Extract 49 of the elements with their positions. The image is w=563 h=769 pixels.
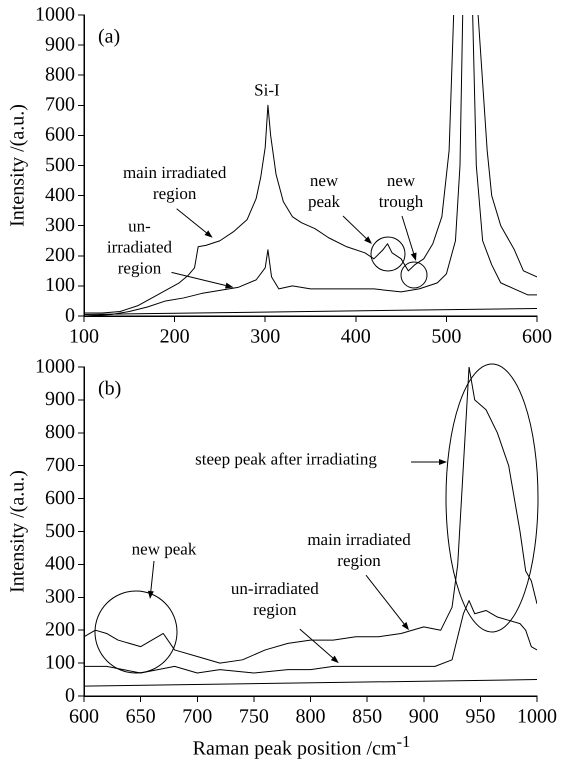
annotation: main irradiated region xyxy=(307,529,411,572)
x-tick-label: 300 xyxy=(250,325,280,348)
y-tick-label: 100 xyxy=(45,274,75,296)
x-tick-label: 800 xyxy=(296,705,326,728)
y-tick-label: 600 xyxy=(45,124,75,146)
x-tick-label: 600 xyxy=(522,325,552,348)
x-tick-label: 650 xyxy=(126,705,156,728)
x-tick-label: 700 xyxy=(182,705,212,728)
y-tick-label: 1000 xyxy=(35,3,75,26)
y-tick-label: 200 xyxy=(45,244,75,266)
y-tick-label: 0 xyxy=(65,304,75,326)
text: (a) xyxy=(98,25,120,48)
y-tick-label: 800 xyxy=(45,63,75,86)
text: (b) xyxy=(98,377,122,400)
annotation: new trough xyxy=(378,170,424,212)
y-tick-label: 1000 xyxy=(35,355,75,378)
y-tick-label: 700 xyxy=(45,454,75,476)
y-tick-label: 100 xyxy=(45,651,75,674)
x-tick-label: 500 xyxy=(431,325,462,348)
x-tick-label: 750 xyxy=(238,705,269,728)
x-tick-label: 950 xyxy=(465,705,496,728)
y-tick-label: 0 xyxy=(65,684,75,706)
annotation: Si-I xyxy=(254,80,280,101)
x-axis-title: Raman peak position /cm$^{-1}$ xyxy=(192,732,412,761)
y-tick-label: 700 xyxy=(45,94,75,116)
y-tick-label: 400 xyxy=(45,184,75,206)
annotation: new peak xyxy=(308,170,340,212)
y-tick-label: 300 xyxy=(45,214,75,236)
x-tick-label: 1000 xyxy=(517,705,557,728)
y-axis-title: Intensity /(a.u.) xyxy=(6,104,28,227)
y-axis-title: Intensity /(a.u.) xyxy=(6,470,28,593)
x-tick-label: 200 xyxy=(160,325,190,348)
annotation: un- irradiated region xyxy=(106,216,172,279)
y-tick-label: 500 xyxy=(45,154,75,176)
y-tick-label: 900 xyxy=(45,388,75,410)
y-tick-label: 600 xyxy=(45,486,75,509)
annotation: new peak xyxy=(132,538,196,560)
y-tick-label: 800 xyxy=(45,421,75,444)
annotation: steep peak after irradiating xyxy=(195,448,377,470)
x-tick-label: 900 xyxy=(408,705,439,728)
y-tick-label: 400 xyxy=(45,552,75,575)
annotation: un-irradiated region xyxy=(230,578,319,620)
y-tick-label: 200 xyxy=(45,618,75,640)
x-tick-label: 850 xyxy=(352,705,382,728)
y-tick-label: 900 xyxy=(45,33,75,56)
x-tick-label: 400 xyxy=(340,325,371,348)
y-tick-label: 300 xyxy=(45,586,75,608)
annotation: main irradiated region xyxy=(122,162,226,204)
y-tick-label: 500 xyxy=(45,520,75,542)
